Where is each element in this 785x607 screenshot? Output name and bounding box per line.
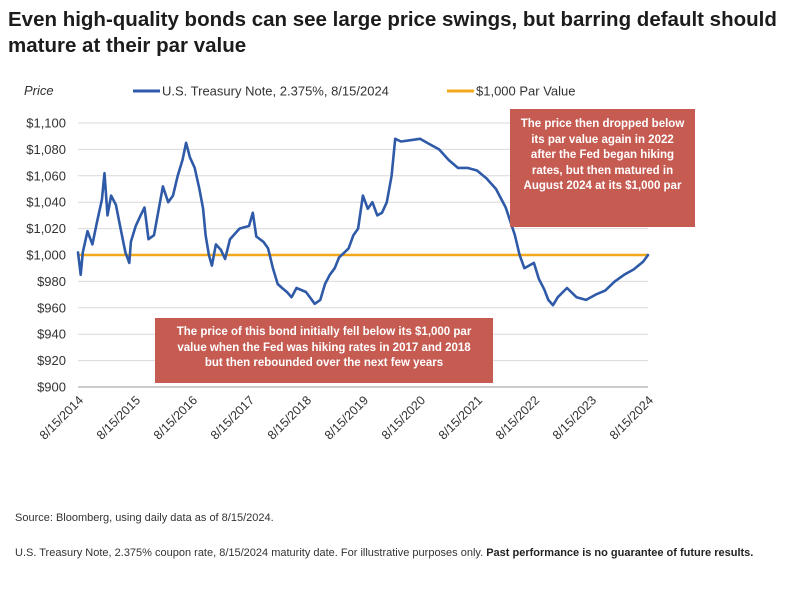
y-tick-label: $1,080 (26, 142, 66, 157)
footnote: U.S. Treasury Note, 2.375% coupon rate, … (15, 544, 775, 563)
y-tick-label: $1,000 (26, 248, 66, 263)
x-tick-label: 8/15/2014 (37, 393, 86, 442)
legend-label-treasury: U.S. Treasury Note, 2.375%, 8/15/2024 (162, 84, 389, 99)
price-chart: $900 $920 $940 $960 $980 $1,000 $1,020 $1,040 $1… (24, 83, 656, 442)
x-tick-label: 8/15/2024 (607, 393, 656, 442)
disclaimer: Past performance is no guarantee of futu… (486, 547, 754, 559)
y-tick-label: $960 (37, 300, 66, 315)
annotation-2017: The price of this bond initially fell be… (155, 318, 493, 383)
y-tick-label: $940 (37, 327, 66, 342)
y-axis-label: Price (24, 83, 54, 98)
treasury-note-price-line (76, 137, 650, 307)
chart-title: Even high-quality bonds can see large pr… (8, 8, 777, 57)
x-tick-label: 8/15/2019 (322, 393, 371, 442)
source-note: Source: Bloomberg, using daily data as o… (15, 512, 274, 524)
x-tick-label: 8/15/2018 (265, 393, 314, 442)
legend: U.S. Treasury Note, 2.375%, 8/15/2024 $1,… (133, 84, 576, 99)
y-axis-ticks: $900 $920 $940 $960 $980 $1,000 $1,020 $1,040 $1… (26, 116, 66, 395)
x-tick-label: 8/15/2015 (94, 393, 143, 442)
x-tick-label: 8/15/2022 (493, 393, 542, 442)
y-tick-label: $1,060 (26, 168, 66, 183)
footnote-text: U.S. Treasury Note, 2.375% coupon rate, … (15, 547, 484, 559)
y-tick-label: $1,100 (26, 116, 66, 131)
x-tick-label: 8/15/2016 (151, 393, 200, 442)
annotation-2022: The price then dropped below its par val… (510, 109, 695, 227)
y-tick-label: $980 (37, 274, 66, 289)
x-tick-label: 8/15/2021 (436, 393, 485, 442)
x-tick-label: 8/15/2017 (208, 393, 257, 442)
y-tick-label: $920 (37, 353, 66, 368)
legend-label-par: $1,000 Par Value (476, 84, 576, 99)
y-tick-label: $1,020 (26, 221, 66, 236)
y-tick-label: $900 (37, 380, 66, 395)
x-tick-label: 8/15/2023 (550, 393, 599, 442)
y-tick-label: $1,040 (26, 195, 66, 210)
x-tick-label: 8/15/2020 (379, 393, 428, 442)
x-axis-ticks: 8/15/2014 8/15/2015 8/15/2016 8/15/2017 8/15… (37, 393, 656, 442)
series-lines (76, 137, 650, 307)
